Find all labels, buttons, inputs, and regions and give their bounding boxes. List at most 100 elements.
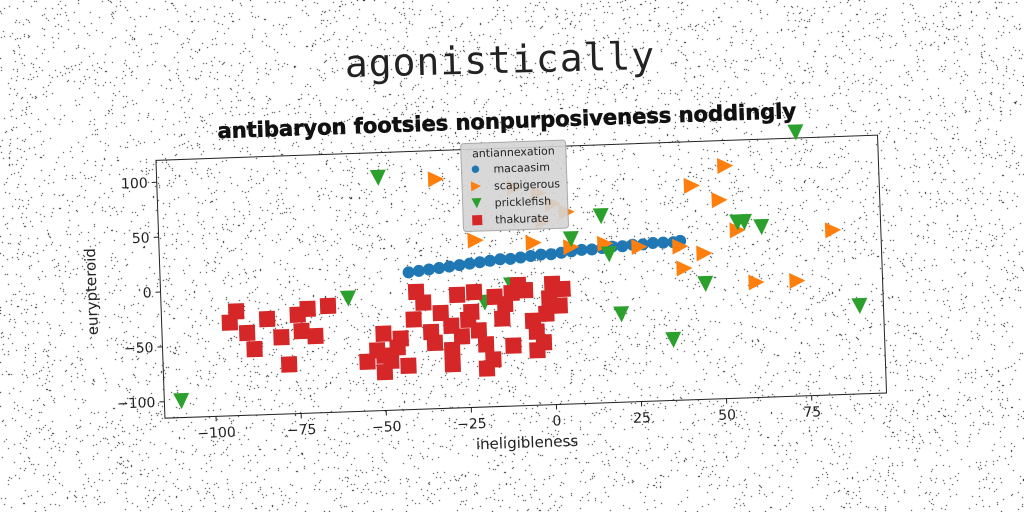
data-point	[735, 213, 752, 231]
data-point	[465, 283, 483, 301]
legend-label: thakurate	[495, 212, 549, 227]
data-point	[697, 275, 714, 292]
series-macaasim	[402, 234, 687, 279]
chart-title: antibaryon footsies nonpurposiveness nod…	[217, 99, 797, 143]
data-point	[415, 294, 432, 311]
data-point	[246, 340, 263, 358]
data-point	[426, 334, 444, 352]
legend-label: scapigerous	[494, 177, 561, 192]
series-thakurate	[221, 275, 571, 381]
data-point	[592, 207, 609, 225]
y-tick-label: −100	[117, 395, 156, 412]
data-point	[554, 280, 571, 298]
data-point	[748, 274, 765, 291]
legend-marker	[471, 198, 482, 209]
data-point	[562, 230, 579, 248]
data-point	[787, 124, 804, 141]
data-point	[273, 328, 290, 346]
data-point	[412, 264, 425, 277]
x-tick-label: 0	[552, 413, 561, 429]
data-point	[473, 256, 486, 269]
data-point	[467, 232, 484, 249]
data-point	[402, 266, 415, 279]
data-point	[478, 360, 496, 377]
data-point	[525, 235, 542, 252]
data-point	[448, 286, 466, 304]
x-tick-label: −75	[287, 422, 317, 439]
data-point	[753, 218, 770, 236]
legend-marker	[471, 165, 480, 173]
data-point	[453, 328, 471, 345]
data-point	[545, 248, 558, 261]
data-point	[616, 240, 629, 253]
data-point	[427, 171, 445, 188]
data-point	[711, 192, 728, 209]
data-point	[280, 356, 298, 373]
legend-title: antiannexation	[472, 144, 555, 160]
data-point	[484, 254, 497, 267]
legend-label: macaasim	[493, 161, 550, 176]
data-point	[494, 253, 507, 266]
x-axis-label: ineligibleness	[476, 432, 579, 454]
data-point	[824, 222, 842, 239]
data-point	[258, 310, 276, 328]
y-tick-label: 0	[142, 285, 151, 301]
data-point	[646, 236, 659, 249]
y-axis-label: eurypteroid	[81, 248, 102, 336]
data-point	[477, 336, 495, 353]
data-point	[463, 303, 480, 321]
y-tick-label: 100	[121, 176, 148, 193]
data-point	[529, 341, 546, 359]
data-point	[453, 259, 466, 272]
data-point	[504, 252, 517, 265]
y-axis: −100 −50 0 50 100	[117, 176, 165, 412]
data-point	[672, 238, 689, 255]
data-point	[173, 392, 190, 410]
data-point	[463, 257, 476, 270]
data-point	[789, 273, 806, 290]
y-tick-label: −50	[124, 340, 154, 357]
data-point	[665, 331, 682, 349]
x-tick-label: 25	[633, 410, 651, 427]
data-point	[375, 325, 392, 342]
data-point	[729, 222, 746, 239]
data-point	[383, 352, 400, 370]
data-point	[516, 282, 534, 299]
legend-label: pricklefish	[494, 195, 551, 210]
data-point	[538, 305, 555, 322]
x-tick-label: 50	[718, 407, 736, 424]
data-point	[696, 245, 713, 262]
data-point	[676, 260, 693, 277]
data-point	[369, 169, 386, 186]
data-point	[238, 324, 256, 342]
legend-marker	[470, 181, 482, 192]
data-point	[400, 357, 417, 375]
data-point	[505, 337, 522, 354]
data-point	[339, 290, 356, 307]
x-tick-label: −100	[197, 425, 236, 442]
data-point	[534, 248, 547, 261]
data-point	[307, 327, 324, 345]
data-point	[563, 239, 580, 256]
y-tick-label: 50	[132, 230, 150, 247]
data-point	[443, 341, 461, 359]
data-point	[683, 177, 700, 194]
data-point	[433, 262, 446, 275]
data-point	[405, 311, 422, 328]
data-point	[597, 235, 614, 252]
data-point	[631, 239, 648, 256]
data-point	[299, 300, 316, 318]
data-point	[432, 304, 449, 322]
x-tick-label: 75	[803, 404, 821, 421]
data-point	[221, 314, 239, 331]
data-point	[470, 322, 488, 339]
data-point	[524, 250, 537, 263]
data-point	[319, 297, 337, 315]
x-tick-label: −50	[372, 419, 402, 436]
x-tick-label: −25	[457, 416, 487, 433]
data-point	[514, 251, 527, 264]
data-point	[716, 158, 734, 175]
data-point	[392, 330, 409, 347]
